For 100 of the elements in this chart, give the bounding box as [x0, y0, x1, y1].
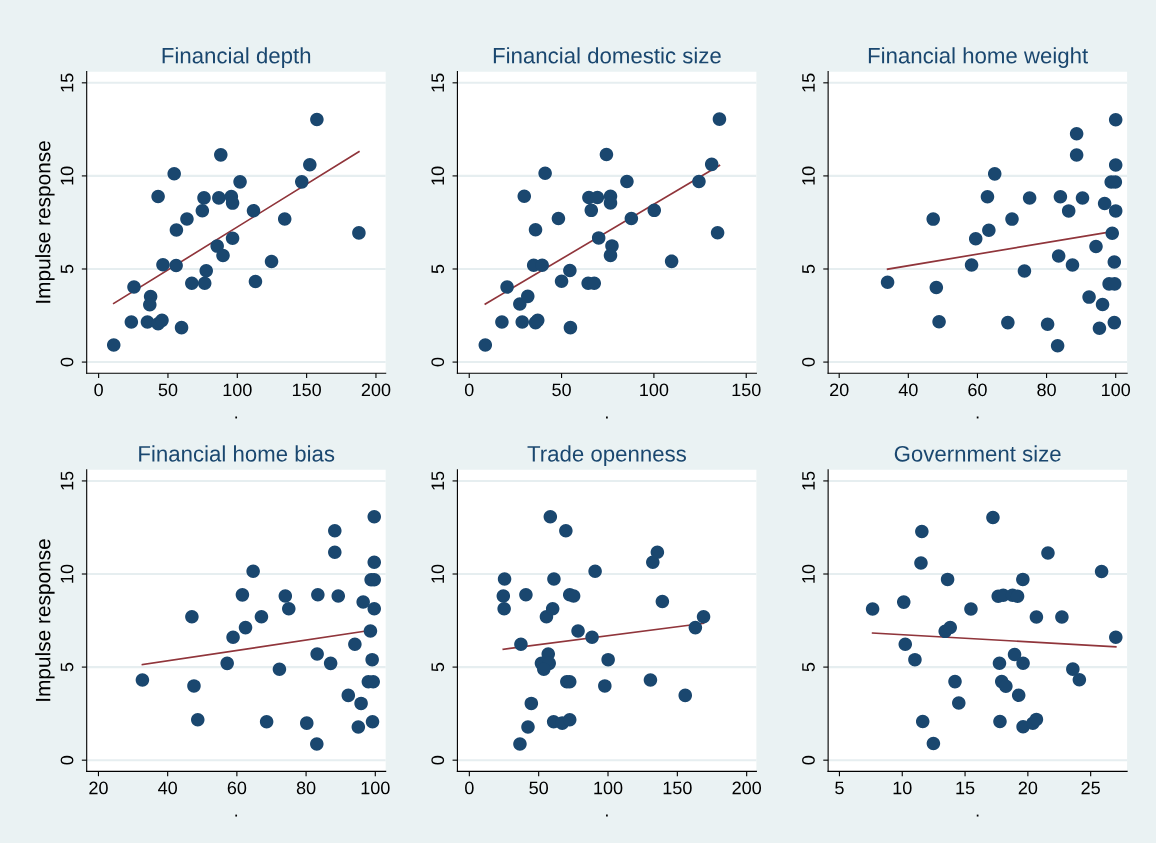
- point: [1097, 196, 1112, 211]
- point: [513, 737, 527, 751]
- point: [496, 589, 511, 603]
- point: [1016, 656, 1030, 670]
- point: [169, 258, 183, 273]
- point: [180, 212, 194, 226]
- point: [982, 223, 996, 238]
- y-tick-label: 10: [802, 564, 815, 583]
- point: [519, 587, 533, 602]
- point: [1050, 338, 1065, 353]
- point: [328, 524, 342, 538]
- x-tick-label: 200: [361, 383, 391, 397]
- point: [571, 624, 585, 638]
- point: [187, 679, 201, 693]
- point: [620, 174, 634, 189]
- y-tick-label: 5: [802, 264, 815, 274]
- x-axis-title: .: [976, 814, 979, 817]
- point: [1061, 204, 1076, 218]
- point: [880, 275, 895, 289]
- point: [220, 656, 234, 671]
- point: [497, 572, 512, 586]
- point: [195, 203, 210, 218]
- y-tick-label: 5: [431, 662, 445, 672]
- y-tick-label: 10: [431, 564, 445, 583]
- x-tick-label: 10: [893, 781, 912, 795]
- y-tick-label: 0: [431, 357, 445, 367]
- y-tick-label: 0: [60, 755, 74, 765]
- point: [999, 679, 1013, 694]
- point: [478, 338, 493, 352]
- y-tick-label: 10: [431, 166, 445, 185]
- point: [948, 674, 962, 689]
- point: [351, 720, 366, 734]
- chart-title: Government size: [894, 445, 1061, 462]
- point: [1065, 258, 1080, 272]
- point: [151, 189, 165, 204]
- y-tick-label: 5: [431, 264, 445, 274]
- chart-title: Financial domestic size: [493, 47, 721, 64]
- point: [233, 175, 247, 189]
- x-tick-label: 60: [227, 781, 247, 795]
- point: [310, 112, 324, 127]
- point: [515, 315, 529, 329]
- x-tick-label: 50: [158, 383, 178, 397]
- point: [197, 191, 211, 205]
- y-tick-label: 0: [60, 357, 74, 367]
- point: [1069, 127, 1084, 141]
- x-axis-title: .: [235, 814, 238, 817]
- point: [1075, 191, 1090, 205]
- point: [980, 189, 995, 204]
- y-tick-label: 0: [431, 755, 445, 765]
- point: [964, 602, 978, 616]
- point: [185, 276, 199, 291]
- point: [310, 647, 324, 661]
- y-tick-label: 5: [60, 662, 74, 672]
- point: [915, 714, 930, 729]
- y-tick-label: 0: [802, 755, 815, 765]
- point: [562, 713, 577, 727]
- point: [538, 166, 552, 181]
- y-tick-label: 10: [802, 166, 815, 185]
- point: [915, 524, 929, 539]
- point: [259, 715, 274, 729]
- point: [710, 225, 725, 240]
- point: [367, 509, 382, 524]
- point: [156, 257, 170, 272]
- point: [210, 239, 224, 253]
- x-axis-title: .: [606, 814, 608, 817]
- point: [328, 545, 342, 559]
- point: [310, 737, 324, 751]
- point: [155, 313, 169, 328]
- point: [341, 688, 356, 703]
- point: [943, 620, 957, 635]
- point: [992, 656, 1007, 670]
- point: [896, 595, 911, 609]
- point: [601, 652, 615, 667]
- point: [300, 716, 314, 730]
- point: [535, 258, 549, 273]
- y-tick-label: 10: [60, 166, 74, 185]
- point: [929, 280, 944, 295]
- point: [197, 276, 212, 291]
- point: [993, 714, 1007, 729]
- point: [124, 315, 139, 329]
- point: [1109, 630, 1123, 645]
- x-tick-label: 20: [830, 383, 849, 397]
- point: [968, 232, 983, 246]
- point: [1055, 610, 1069, 624]
- x-tick-label: 50: [552, 383, 571, 397]
- point: [272, 662, 287, 677]
- point: [356, 595, 370, 609]
- point: [1005, 212, 1019, 226]
- point: [1069, 148, 1084, 162]
- point: [248, 274, 263, 289]
- x-tick-label: 5: [835, 781, 844, 795]
- x-tick-label: 0: [465, 781, 474, 795]
- point: [1001, 315, 1015, 330]
- x-tick-label: 25: [1081, 781, 1100, 795]
- point: [235, 588, 250, 602]
- point: [528, 222, 543, 237]
- point: [521, 720, 535, 734]
- point: [278, 589, 293, 603]
- point: [521, 289, 535, 304]
- point: [554, 274, 569, 289]
